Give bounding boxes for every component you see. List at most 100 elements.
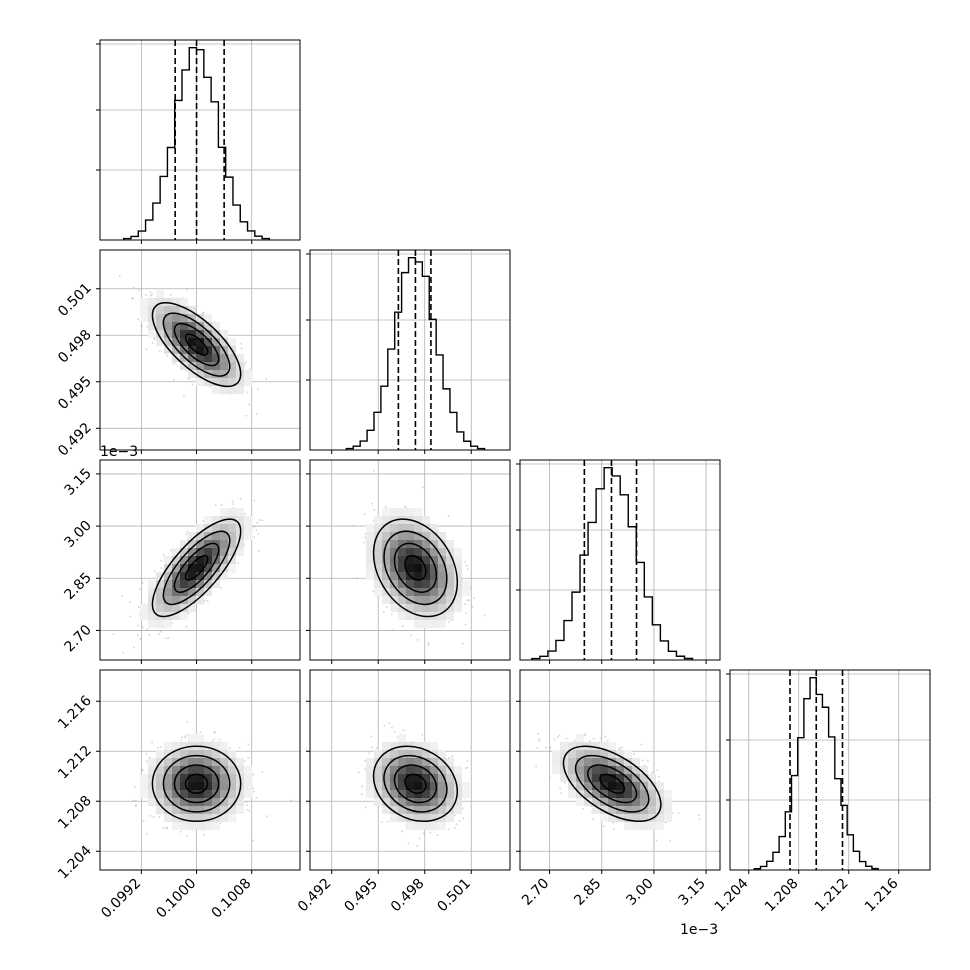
sample-point [265, 378, 268, 380]
density-cell [212, 806, 220, 814]
density-cell [454, 564, 462, 572]
contour-1-sigma [173, 764, 220, 804]
sample-point [248, 403, 251, 406]
sample-point [137, 624, 140, 627]
density-cell [390, 564, 398, 572]
density-cell [398, 564, 406, 572]
density-cell [172, 766, 180, 774]
sample-point [145, 348, 148, 351]
sample-point [356, 577, 358, 580]
sample-point [466, 568, 469, 570]
density-cell [196, 322, 204, 330]
y-tick-label: 3.15 [61, 465, 94, 498]
sample-point [139, 638, 142, 640]
sample-point [473, 597, 476, 600]
density-cell [196, 782, 204, 790]
sample-point [375, 747, 378, 749]
density-cell [244, 774, 252, 782]
density-cell [204, 564, 212, 572]
sample-point [185, 533, 188, 536]
density-cell [220, 540, 228, 548]
sample-point [257, 532, 260, 535]
sample-point [255, 529, 258, 531]
density-cell [446, 564, 454, 572]
density-cell [446, 556, 454, 564]
sample-point [157, 746, 159, 749]
density-cell [164, 580, 172, 588]
density-cell [148, 306, 156, 314]
density-cell [172, 572, 180, 580]
density-cell [454, 572, 462, 580]
sample-point [140, 325, 143, 327]
density-cell [156, 596, 164, 604]
sample-point [141, 582, 144, 584]
sample-point [169, 549, 172, 552]
density-cell [212, 580, 220, 588]
density-cell [212, 782, 220, 790]
axes-frame [99, 39, 301, 241]
density-cell [374, 548, 382, 556]
density-cell [422, 540, 430, 548]
density-cell [236, 758, 244, 766]
density-cell [148, 612, 156, 620]
density-cell [220, 378, 228, 386]
density-cell [172, 596, 180, 604]
density-cell [204, 314, 212, 322]
contour-1-sigma [393, 542, 438, 593]
density-cell [172, 742, 180, 750]
y-tick-label: 2.85 [61, 570, 94, 603]
density-cell [156, 322, 164, 330]
sample-point [245, 414, 248, 417]
density-cell [398, 508, 406, 516]
density-cell [374, 532, 382, 540]
sample-point [137, 606, 140, 609]
density-cell [220, 814, 228, 822]
x-tick-label: 0.1000 [153, 876, 199, 922]
y-tick-label: 1.216 [55, 693, 95, 733]
density-cell [180, 580, 188, 588]
sample-point [253, 525, 256, 528]
density-cell [156, 620, 164, 628]
density-cell [156, 290, 164, 298]
density-cell [180, 612, 188, 620]
contour-1-sigma [173, 322, 220, 367]
density-cell [228, 782, 236, 790]
density-cell [196, 822, 204, 830]
density-cell [366, 540, 374, 548]
sample-point [153, 338, 156, 340]
density-cell [196, 338, 204, 346]
density-cell [422, 516, 430, 524]
density-cell [398, 588, 406, 596]
sample-point [169, 293, 172, 296]
sample-point [462, 817, 465, 820]
density-cell [390, 572, 398, 580]
density-cell [374, 516, 382, 524]
density-cell [398, 580, 406, 588]
y-tick-label: 3.00 [61, 518, 94, 551]
density-cell [212, 386, 220, 394]
density-cell [430, 564, 438, 572]
density-cell [140, 604, 148, 612]
density-cell [156, 338, 164, 346]
sample-point [364, 536, 367, 539]
sample-point [422, 486, 424, 489]
sample-point [255, 413, 258, 416]
density-cell [382, 556, 390, 564]
density-cell [196, 556, 204, 564]
density-cell [430, 604, 438, 612]
density-cell [164, 314, 172, 322]
density-cell [438, 620, 446, 628]
sample-point [160, 559, 163, 562]
density-cell [212, 798, 220, 806]
sample-point [464, 603, 467, 606]
density-cell [454, 548, 462, 556]
sample-point [352, 524, 355, 527]
density-cell [196, 362, 204, 370]
sample-point [447, 515, 450, 517]
sample-point [112, 633, 115, 635]
density-cell [180, 790, 188, 798]
